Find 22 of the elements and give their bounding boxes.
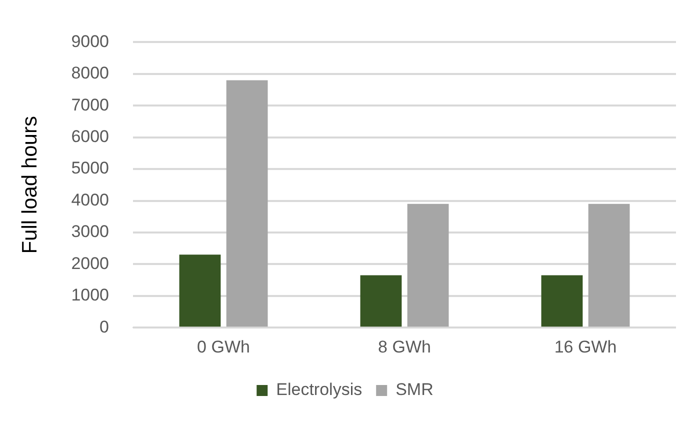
bar — [541, 275, 583, 327]
bar — [360, 275, 402, 327]
y-tick-label: 4000 — [71, 190, 110, 210]
y-tick-label: 7000 — [71, 95, 110, 114]
bar — [588, 204, 630, 327]
y-tick-label: 1000 — [71, 286, 110, 305]
legend-label: SMR — [396, 380, 434, 400]
y-tick-label: 5000 — [71, 158, 110, 178]
x-tick-label: 8 GWh — [378, 337, 431, 356]
bar — [179, 254, 221, 327]
y-axis-title: Full load hours — [18, 116, 42, 254]
y-tick-label: 6000 — [71, 127, 110, 146]
legend-label: Electrolysis — [276, 380, 362, 400]
bar — [407, 204, 449, 327]
x-tick-label: 16 GWh — [554, 337, 617, 356]
y-tick-label: 0 — [100, 317, 110, 336]
x-tick-label: 0 GWh — [197, 337, 250, 356]
y-tick-label: 3000 — [71, 222, 110, 242]
y-tick-label: 9000 — [71, 32, 110, 51]
y-tick-label: 2000 — [71, 254, 110, 273]
bar — [226, 80, 268, 327]
y-tick-label: 8000 — [71, 64, 110, 83]
